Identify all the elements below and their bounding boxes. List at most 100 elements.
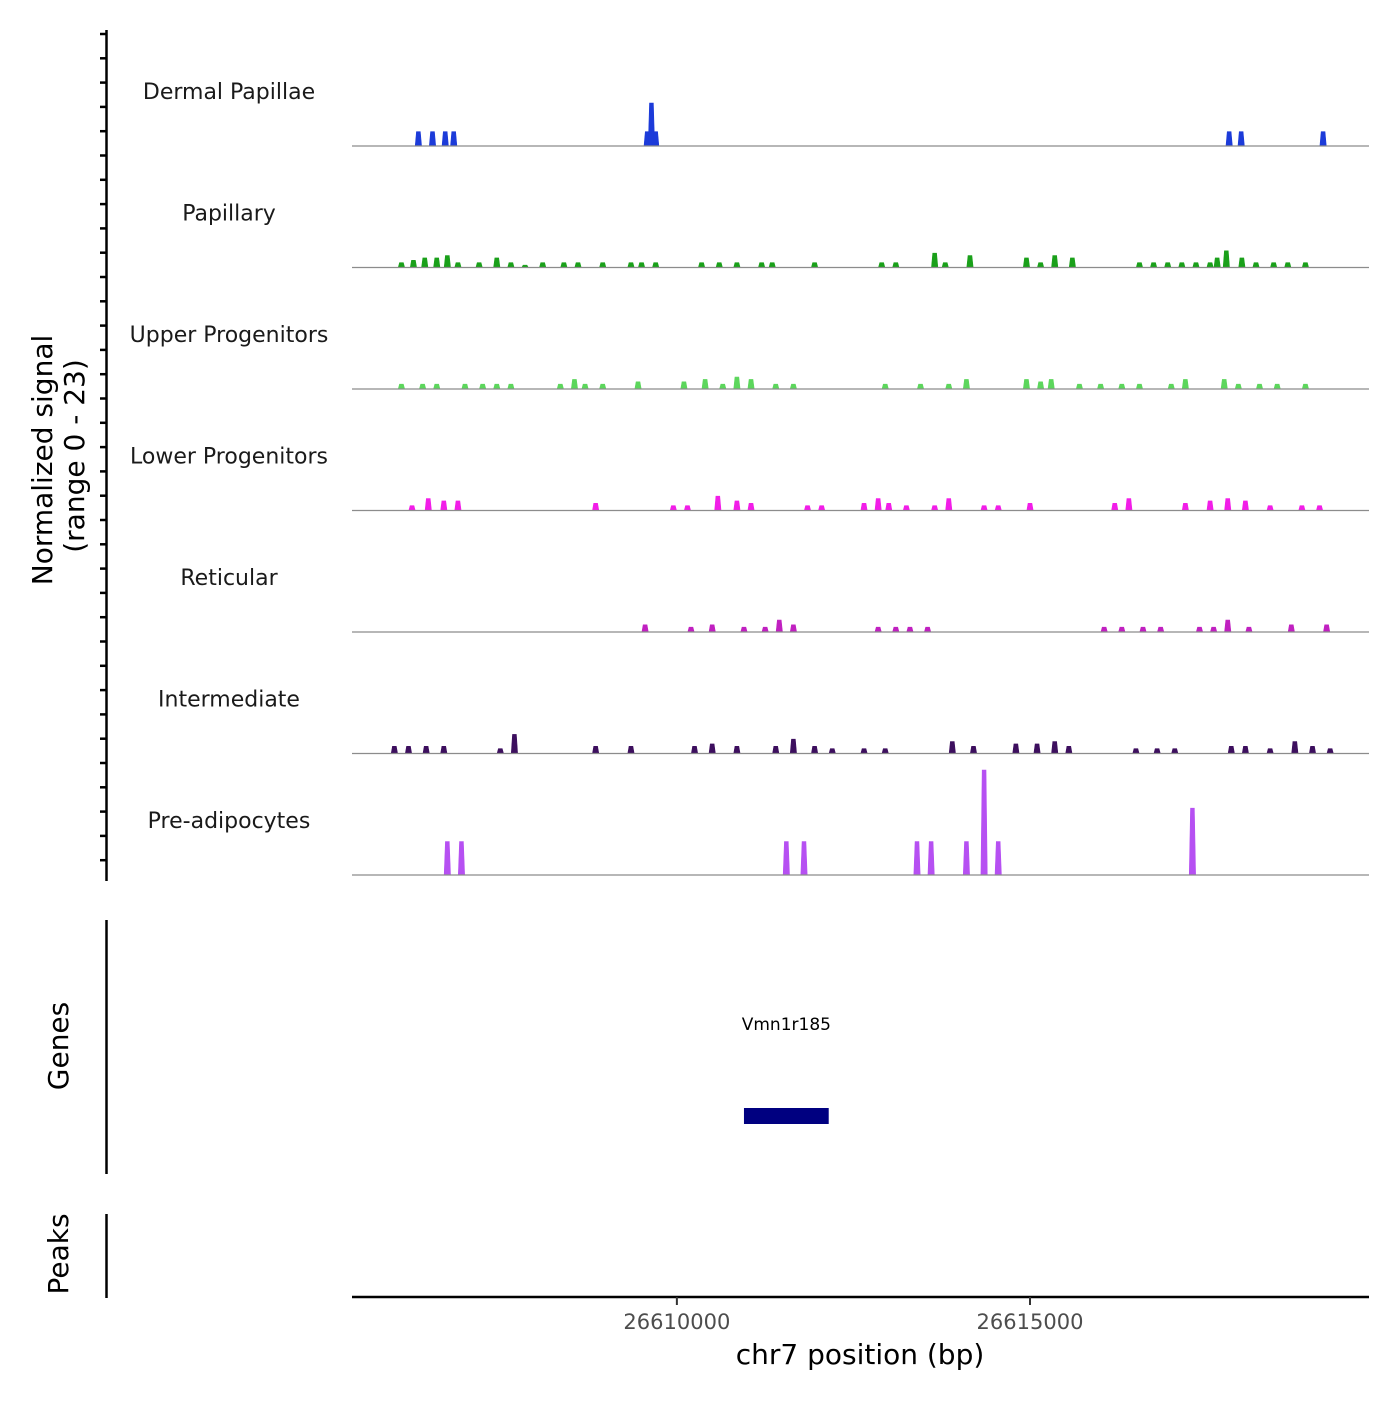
track-upper-progenitors: Upper Progenitors	[130, 323, 1369, 390]
signal-peak	[945, 383, 953, 390]
signal-peak	[1097, 383, 1105, 390]
signal-peak	[1224, 498, 1232, 511]
signal-peak	[461, 383, 469, 390]
signal-peak	[454, 500, 462, 511]
signal-peak	[581, 383, 589, 390]
signal-peak	[1047, 379, 1055, 390]
signal-peak	[789, 738, 797, 754]
signal-peak	[599, 383, 607, 390]
signal-peak	[828, 748, 836, 754]
track-label: Dermal Papillae	[143, 80, 315, 105]
signal-peak	[1026, 503, 1034, 511]
signal-peak	[803, 505, 812, 511]
signal-peak	[1188, 807, 1196, 876]
signal-peak	[1238, 257, 1246, 268]
signal-peak	[1301, 383, 1310, 390]
signal-peak	[510, 734, 518, 754]
signal-peak	[962, 841, 970, 876]
signal-peak	[1270, 262, 1278, 268]
signal-peak	[493, 257, 501, 268]
x-axis-ticks: 26610000 26615000	[623, 1297, 1083, 1334]
genes-title: Genes	[42, 1002, 75, 1090]
genes-header: Genes	[42, 1002, 75, 1090]
signal-peak	[441, 131, 449, 147]
signal-peak	[475, 262, 483, 268]
signal-peak	[1012, 743, 1020, 754]
signal-peak	[443, 841, 451, 876]
track-intermediate: Intermediate	[158, 688, 1369, 755]
signal-peak	[570, 379, 578, 390]
signal-peak	[507, 383, 515, 390]
signal-peak	[1150, 262, 1158, 268]
signal-peak	[457, 841, 465, 876]
signal-peak	[1284, 262, 1292, 268]
signal-peak	[980, 769, 988, 876]
signal-peak	[1118, 383, 1126, 390]
signal-peak	[1075, 383, 1084, 390]
signal-peak	[1033, 743, 1041, 754]
signal-peak	[690, 746, 699, 754]
signal-peak	[782, 841, 790, 876]
signal-peak	[408, 505, 416, 511]
signal-peak	[424, 498, 432, 511]
signal-peak	[941, 262, 949, 268]
signal-peak	[1241, 746, 1249, 754]
signal-peak	[592, 503, 600, 511]
signal-peak	[789, 624, 797, 633]
signal-peak	[433, 257, 441, 268]
x-tick-label: 26610000	[623, 1310, 730, 1334]
signal-peak	[1227, 746, 1235, 754]
signal-peak	[747, 503, 755, 511]
signal-peak	[560, 262, 568, 268]
signal-peak	[740, 626, 748, 633]
signal-peak	[1266, 748, 1274, 754]
signal-peak	[592, 746, 600, 754]
signal-peak	[1298, 505, 1306, 511]
signal-peak	[652, 262, 660, 268]
signal-peak	[1171, 748, 1179, 754]
signal-peak	[906, 626, 914, 633]
signal-peak	[811, 262, 819, 268]
signal-peak	[1192, 262, 1200, 268]
signal-peak	[768, 262, 776, 268]
signal-peak	[913, 841, 921, 876]
signal-peak	[390, 746, 398, 754]
signal-peak	[1181, 379, 1189, 390]
signal-peak	[1234, 383, 1242, 390]
coverage-tracks: Dermal Papillae Papillary Upper Progenitor…	[130, 80, 1369, 876]
signal-peak	[948, 741, 956, 754]
signal-peak	[1051, 741, 1059, 754]
track-label: Papillary	[182, 202, 276, 227]
signal-peak	[1206, 500, 1214, 511]
signal-peak	[1319, 131, 1327, 147]
track-label: Reticular	[180, 566, 278, 591]
signal-peak	[1225, 131, 1233, 147]
y-axis-label: Normalized signal	[26, 335, 59, 586]
track-pre-adipocytes: Pre-adipocytes	[148, 769, 1369, 876]
signal-peak	[1022, 379, 1030, 390]
signal-peak	[1132, 748, 1140, 754]
signal-peak	[1178, 262, 1186, 268]
signal-peak	[772, 383, 780, 390]
signal-peak	[422, 746, 430, 754]
signal-peak	[1266, 505, 1274, 511]
signal-peak	[916, 383, 925, 390]
signal-peak	[641, 624, 649, 633]
signal-peak	[1206, 262, 1214, 268]
signal-peak	[1291, 741, 1299, 754]
signal-peak	[1100, 626, 1108, 633]
signal-peak	[440, 746, 448, 754]
signal-peak	[775, 619, 783, 633]
signal-peak	[1220, 379, 1228, 390]
signal-peak	[1224, 619, 1232, 633]
signal-peak	[860, 748, 868, 754]
signal-peak	[627, 746, 635, 754]
x-axis-title: chr7 position (bp)	[736, 1338, 985, 1371]
signal-peak	[1135, 262, 1144, 268]
signal-peak	[1181, 503, 1189, 511]
signal-peak	[627, 262, 635, 268]
signal-peak	[1315, 505, 1324, 511]
signal-peak	[800, 841, 808, 876]
signal-peak	[421, 257, 429, 268]
